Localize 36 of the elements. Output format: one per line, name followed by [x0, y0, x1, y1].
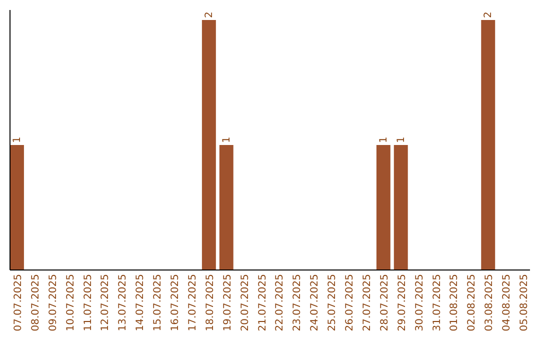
x-tick-label: 01.08.2025	[449, 274, 460, 332]
x-tick-label: 20.07.2025	[240, 274, 251, 332]
x-tick-label: 23.07.2025	[292, 274, 304, 332]
data-label: 1	[396, 136, 407, 143]
x-tick-label: 31.07.2025	[432, 274, 443, 332]
x-tick-label: 10.07.2025	[65, 274, 76, 332]
x-tick-label: 09.07.2025	[48, 274, 59, 332]
data-label: 2	[204, 12, 215, 18]
x-tick-label: 13.07.2025	[118, 274, 129, 332]
x-tick-label: 12.07.2025	[100, 274, 112, 332]
x-tick-label: 21.07.2025	[257, 274, 268, 332]
x-tick-label: 11.07.2025	[82, 274, 94, 332]
x-tick-label: 16.07.2025	[170, 274, 182, 332]
x-tick-label: 15.07.2025	[152, 274, 164, 332]
x-tick-label: 29.07.2025	[396, 274, 408, 332]
data-label: 2	[483, 12, 494, 18]
x-tick-label: 03.08.2025	[484, 274, 496, 332]
x-tick-label: 28.07.2025	[379, 274, 390, 332]
x-tick-label: 04.08.2025	[502, 274, 513, 332]
x-tick-label: 22.07.2025	[274, 274, 286, 332]
x-tick-label: 17.07.2025	[187, 274, 198, 332]
x-tick-label: 18.07.2025	[204, 274, 216, 332]
x-tick-label: 27.07.2025	[362, 274, 373, 332]
data-label: 1	[221, 136, 232, 143]
x-tick-label: 19.07.2025	[222, 274, 234, 332]
x-tick-label: 14.07.2025	[135, 274, 146, 332]
x-tick-label: 30.07.2025	[414, 274, 426, 332]
x-tick-label: 26.07.2025	[344, 274, 356, 332]
x-tick-label: 05.08.2025	[519, 274, 530, 332]
x-tick-label: 02.08.2025	[466, 274, 478, 332]
data-label: 1	[378, 136, 390, 143]
x-tick-label: 24.07.2025	[310, 274, 321, 332]
data-label: 1	[12, 136, 23, 143]
x-tick-label: 08.07.2025	[30, 274, 42, 332]
x-tick-label: 25.07.2025	[327, 274, 338, 332]
x-tick-label: 07.07.2025	[12, 274, 24, 332]
